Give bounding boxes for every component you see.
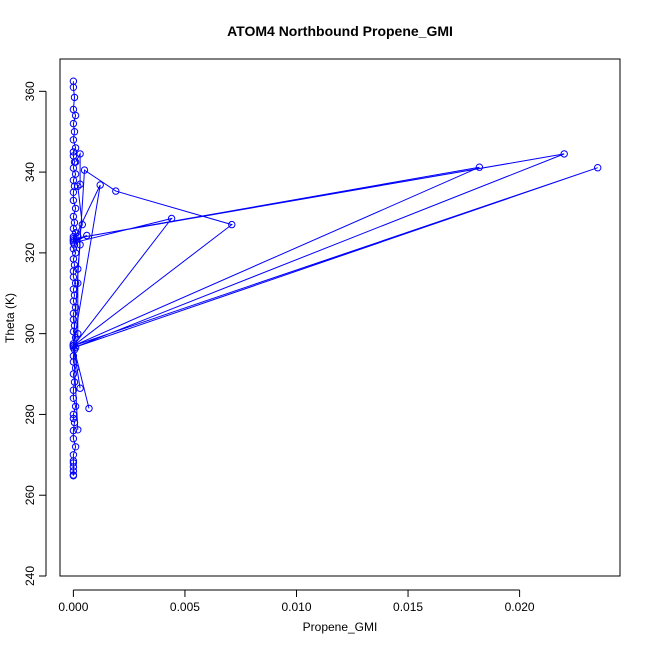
plot-frame <box>59 58 621 577</box>
y-tick-label: 320 <box>23 243 37 263</box>
data-point <box>71 158 80 166</box>
data-point <box>167 214 176 223</box>
data-point <box>69 410 78 419</box>
data-point <box>69 426 78 435</box>
series-line <box>72 153 598 430</box>
series-line <box>75 151 83 348</box>
x-tick-label: 0.015 <box>393 600 423 614</box>
data-point <box>74 279 82 287</box>
data-point <box>74 426 82 434</box>
data-point <box>70 378 79 386</box>
x-tick-label: 0.005 <box>170 600 200 614</box>
data-point <box>69 435 78 443</box>
data-point <box>80 166 89 174</box>
data-point <box>594 164 602 172</box>
y-axis-label: Theta (K) <box>3 293 17 343</box>
data-point <box>112 187 120 195</box>
data-point <box>71 111 80 120</box>
y-tick-label: 360 <box>23 81 37 101</box>
data-point <box>69 344 78 352</box>
data-point <box>69 188 78 197</box>
data-point <box>69 414 78 423</box>
data-point <box>475 163 484 171</box>
data-point <box>69 224 78 233</box>
data-point <box>228 220 236 229</box>
data-point <box>69 394 78 402</box>
y-axis: 240 260 280 300 320 340 360 <box>23 81 47 586</box>
data-point <box>69 459 78 467</box>
data-point <box>76 384 84 392</box>
data-point <box>71 204 80 213</box>
data-point <box>69 467 78 475</box>
series-lines <box>72 81 598 476</box>
data-point <box>69 136 78 144</box>
x-axis: 0.000 0.005 0.010 0.015 0.020 <box>58 589 535 614</box>
data-point <box>69 148 78 156</box>
x-tick-label: 0.000 <box>58 600 88 614</box>
data-point <box>74 233 82 241</box>
data-point <box>76 241 84 249</box>
data-point <box>69 472 78 480</box>
data-point <box>69 83 78 92</box>
data-point <box>69 196 78 205</box>
data-point <box>69 237 78 245</box>
data-point <box>69 370 78 378</box>
x-tick-label: 0.010 <box>281 600 311 614</box>
chart-title: ATOM4 Northbound Propene_GMI <box>227 23 453 39</box>
data-point <box>76 150 84 158</box>
y-tick-label: 280 <box>23 404 37 424</box>
data-point <box>69 239 78 247</box>
data-point <box>71 144 80 152</box>
data-point <box>70 128 79 136</box>
data-point <box>85 404 93 413</box>
y-tick-label: 300 <box>23 323 37 343</box>
data-point <box>74 182 82 190</box>
x-tick-label: 0.020 <box>505 600 535 614</box>
data-point <box>78 220 87 229</box>
series-points <box>69 77 602 480</box>
y-tick-label: 260 <box>23 485 37 505</box>
data-point <box>96 181 104 189</box>
y-tick-label: 340 <box>23 162 37 182</box>
y-tick-label: 240 <box>23 566 37 586</box>
data-point <box>69 119 78 128</box>
data-point <box>76 180 84 188</box>
data-point <box>560 150 568 158</box>
data-point <box>74 265 82 273</box>
data-point <box>69 235 78 243</box>
data-point <box>71 402 80 411</box>
data-point <box>83 231 91 240</box>
x-axis-label: Propene_GMI <box>303 620 378 634</box>
data-point <box>71 344 80 352</box>
data-point <box>70 418 79 427</box>
data-point <box>69 386 78 394</box>
data-point <box>70 93 79 102</box>
data-point <box>69 463 78 471</box>
data-point <box>69 342 78 350</box>
data-point <box>71 443 80 451</box>
data-point <box>74 330 82 338</box>
